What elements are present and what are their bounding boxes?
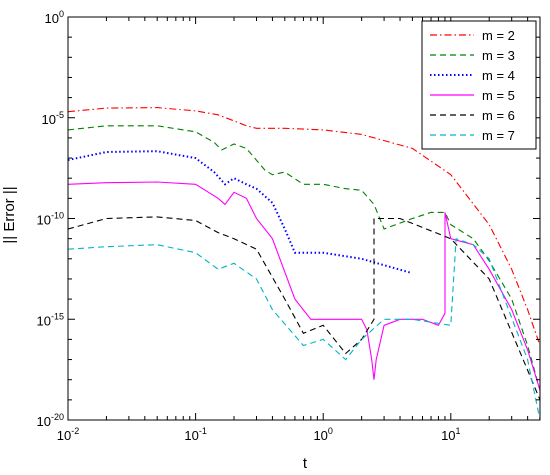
series-line-m4	[68, 150, 412, 274]
y-tick-label: 100	[45, 9, 64, 26]
legend: m = 2 m = 3 m = 4 m = 5 m = 6 m = 7	[421, 20, 537, 150]
series-line-m2	[68, 107, 540, 346]
x-tick-label: 100	[313, 426, 332, 443]
x-tick-label: 10-1	[184, 426, 206, 443]
series-line-m3	[68, 125, 540, 391]
y-tick-label: 10-15	[37, 311, 64, 328]
legend-box	[421, 20, 537, 150]
x-tick-label: 10-2	[57, 426, 79, 443]
series-line-m5	[68, 181, 540, 391]
legend-label: m = 5	[482, 88, 515, 103]
y-tick-label: 10-20	[37, 412, 64, 429]
y-tick-label: 10-10	[37, 211, 64, 228]
legend-label: m = 6	[482, 108, 515, 123]
series-line-m7	[68, 237, 540, 420]
axes: 10-2 10-1 100 101 100 10-5 10-10 10-15 10-20	[37, 9, 541, 443]
legend-label: m = 4	[482, 68, 515, 83]
plot-area	[68, 107, 540, 420]
series-line-m6	[68, 216, 540, 401]
legend-label: m = 7	[482, 128, 515, 143]
y-tick-label: 10-5	[42, 110, 64, 127]
x-axis-label: t	[303, 455, 308, 472]
y-axis-label: || Error ||	[1, 186, 18, 243]
legend-label: m = 2	[482, 28, 515, 43]
x-tick-label: 101	[441, 426, 460, 443]
legend-label: m = 3	[482, 48, 515, 63]
